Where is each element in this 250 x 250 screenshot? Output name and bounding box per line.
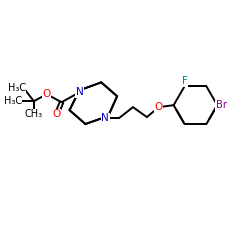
Text: N: N [101, 113, 109, 123]
Text: CH₃: CH₃ [25, 109, 43, 119]
Text: F: F [182, 76, 188, 86]
Text: O: O [52, 109, 61, 119]
Text: O: O [155, 102, 163, 112]
Text: N: N [76, 87, 83, 97]
Text: Br: Br [216, 100, 227, 110]
Text: O: O [42, 89, 51, 99]
Text: H₃C: H₃C [8, 83, 26, 93]
Text: H₃C: H₃C [4, 96, 22, 106]
